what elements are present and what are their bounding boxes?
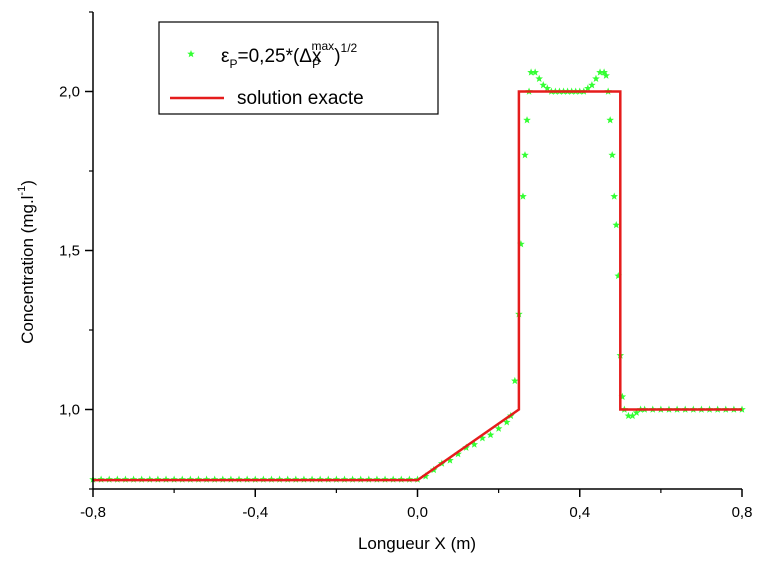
- data-point-star: [610, 192, 619, 200]
- y-axis-title-end: ): [18, 180, 37, 186]
- data-point-star: [535, 74, 543, 83]
- data-point-star: [614, 271, 623, 280]
- data-point-star: [632, 408, 641, 416]
- data-point-star: [592, 74, 600, 83]
- data-point-star: [596, 68, 604, 76]
- legend-star-marker: [187, 50, 195, 58]
- data-point-star: [511, 376, 519, 385]
- data-point-star: [606, 116, 614, 124]
- data-point-star: [624, 411, 633, 420]
- x-tick-label: 0,0: [407, 504, 428, 521]
- legend-p-sub: P: [312, 57, 320, 71]
- data-point-star: [486, 430, 495, 439]
- legend-formula: =0,25*(Δx: [238, 46, 322, 67]
- y-axis-title-sup: -1: [16, 186, 28, 196]
- x-axis-title: Longueur X (m): [358, 534, 476, 553]
- data-point-star: [612, 221, 621, 229]
- data-point-star: [628, 411, 637, 420]
- data-point-star: [446, 456, 454, 464]
- x-tick-label: -0,8: [80, 504, 106, 521]
- exact-solution-line: [93, 90, 742, 482]
- legend-max-sup: max: [312, 39, 335, 53]
- data-point-star: [521, 151, 529, 159]
- y-tick-label: 1,0: [59, 402, 80, 419]
- data-point-star: [618, 392, 627, 401]
- legend-power-sup: 1/2: [341, 41, 358, 55]
- y-ticks: 1,0 1,5 2,0: [59, 11, 93, 490]
- data-point-star: [608, 151, 616, 159]
- data-point-star: [588, 81, 596, 89]
- data-point-star: [584, 84, 592, 92]
- data-point-star: [543, 84, 552, 92]
- data-point-star: [494, 424, 503, 432]
- data-point-star: [539, 81, 548, 89]
- legend-numeric-label: εP=0,25*(Δxmax P)1/2: [221, 39, 358, 71]
- x-tick-label: -0,4: [242, 504, 268, 521]
- legend: εP=0,25*(Δxmax P)1/2 solution exacte: [158, 21, 439, 115]
- y-tick-label: 1,5: [59, 243, 80, 260]
- data-point-star: [531, 68, 539, 76]
- legend-close-paren: ): [334, 46, 340, 67]
- x-ticks: -0,8 -0,4 0,0 0,4 0,8: [80, 489, 752, 521]
- data-point-star: [517, 240, 525, 248]
- y-tick-label: 2,0: [59, 84, 80, 101]
- data-point-star: [523, 116, 531, 124]
- x-tick-label: 0,8: [732, 504, 753, 521]
- data-point-star: [478, 434, 487, 442]
- data-point-star: [527, 68, 535, 76]
- data-point-star: [600, 68, 608, 76]
- legend-epsilon-sub: P: [229, 57, 237, 71]
- data-point-star: [519, 192, 527, 200]
- data-point-star: [602, 71, 610, 79]
- numeric-series: [89, 68, 746, 483]
- x-tick-label: 0,4: [569, 504, 590, 521]
- data-point-star: [502, 418, 511, 426]
- data-point-star: [454, 450, 462, 458]
- y-axis-title: Concentration (mg.l-1): [16, 180, 37, 344]
- y-axis-title-main: Concentration (mg.l: [18, 196, 37, 344]
- legend-exact-label: solution exacte: [237, 88, 364, 109]
- data-point-star: [470, 440, 479, 448]
- legend-epsilon: ε: [221, 46, 230, 67]
